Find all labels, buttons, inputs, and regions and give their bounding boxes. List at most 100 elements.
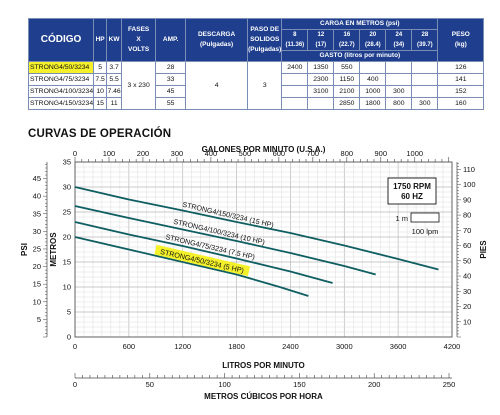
flow-cell: 800 <box>385 97 413 110</box>
scale-box <box>410 212 440 223</box>
flow-cell: 1150 <box>333 73 361 86</box>
header-peso-line2: (kg) <box>454 41 467 48</box>
model-code: STRONG4/75/3234 <box>27 73 95 86</box>
hp-cell: 7.5 <box>93 73 108 86</box>
meters-tick-label: 5 <box>67 308 71 317</box>
m3h-tick-label: 150 <box>293 380 306 389</box>
flow-cell: 3100 <box>307 85 335 98</box>
pies-tick-label: 100 <box>463 180 476 189</box>
header-fases-line1: FASES <box>127 26 150 33</box>
psi-axis-label: PSI <box>20 243 29 256</box>
performance-curve-3 <box>74 236 309 297</box>
flow-cell <box>359 61 387 74</box>
specifications-table: CÓDIGO HP KW FASES X VOLTS AMP. DESCARGA… <box>27 18 485 110</box>
meters-tick-label: 20 <box>63 233 71 242</box>
head-col-psi: (34) <box>393 42 405 48</box>
meters-tick-label: 35 <box>63 158 71 167</box>
x-tick-label: 1200 <box>174 342 191 351</box>
header-paso-line1: PASO DE <box>250 26 280 33</box>
header-amp: AMP. <box>155 18 187 62</box>
psi-tick-label: 10 <box>33 297 41 306</box>
head-col-psi: (11.36) <box>285 42 305 48</box>
meters-tick-label: 10 <box>63 283 71 292</box>
header-paso-line3: (Pulgadas) <box>248 46 282 53</box>
pies-tick-label: 40 <box>463 272 471 281</box>
x-tick-label: 3600 <box>390 342 407 351</box>
pies-tick-label: 70 <box>463 226 471 235</box>
table-row: STRONG4/50/3234 5 3.7 3 x 230 28 4 3 240… <box>27 61 485 110</box>
meters-tick-label: 15 <box>63 258 71 267</box>
meters-tick-label: 0 <box>67 333 71 342</box>
psi-tick-label: 45 <box>33 174 41 183</box>
m3h-tick-label: 200 <box>368 380 381 389</box>
gpm-tick-label: 900 <box>375 149 388 158</box>
gpm-tick-label: 500 <box>239 149 252 158</box>
head-col-28: 28 (39.7) <box>411 29 439 51</box>
psi-tick-label: 5 <box>37 315 41 324</box>
performance-curve-0 <box>74 186 439 271</box>
amp-cell: 55 <box>155 97 187 110</box>
meters-tick-label: 30 <box>63 183 71 192</box>
head-col-psi: (17) <box>315 42 327 48</box>
plot-frame <box>74 161 453 338</box>
header-paso: PASO DE SOLIDOS (Pulgadas) <box>247 18 283 62</box>
gpm-tick-label: 1000 <box>406 149 423 158</box>
flow-cell <box>307 97 335 110</box>
head-col-20: 20 (28.4) <box>359 29 387 51</box>
peso-cell: 160 <box>437 97 485 110</box>
pies-tick-label: 50 <box>463 256 471 265</box>
header-paso-line2: SOLIDOS <box>250 36 280 43</box>
gpm-tick-label: 300 <box>171 149 184 158</box>
speed-box-hz: 60 HZ <box>401 192 423 201</box>
pies-tick-label: 90 <box>463 195 471 204</box>
flow-cell: 300 <box>411 97 439 110</box>
model-code: STRONG4/50/3234 <box>27 61 95 74</box>
flow-cell <box>411 73 439 86</box>
speed-box <box>387 177 437 205</box>
pies-tick-label: 80 <box>463 211 471 220</box>
pies-tick-label: 10 <box>463 317 471 326</box>
gpm-tick-label: 100 <box>103 149 116 158</box>
header-peso-line1: PESO <box>451 31 470 38</box>
x-tick-label: 2400 <box>282 342 299 351</box>
meters-axis-label: METROS <box>49 232 58 267</box>
pies-tick-label: 110 <box>463 165 475 174</box>
descarga-cell: 4 <box>185 61 249 110</box>
header-codigo: CÓDIGO <box>27 18 95 62</box>
gpm-tick-label: 600 <box>273 149 286 158</box>
peso-cell: 152 <box>437 85 485 98</box>
m3h-tick-label: 50 <box>146 380 154 389</box>
section-title: CURVAS DE OPERACIÓN <box>28 128 172 140</box>
peso-cell: 126 <box>437 61 485 74</box>
pies-axis-label: PIES <box>479 240 488 259</box>
header-descarga: DESCARGA (Pulgadas) <box>185 18 249 62</box>
scale-box-lpm-label: 100 lpm <box>412 227 439 236</box>
psi-tick-label: 30 <box>33 227 41 236</box>
x-tick-label: 0 <box>73 342 77 351</box>
header-descarga-line2: (Pulgadas) <box>199 41 234 48</box>
gpm-tick-label: 800 <box>341 149 354 158</box>
kw-cell: 11 <box>106 97 123 110</box>
flow-cell: 2400 <box>281 61 309 74</box>
head-col-psi: (39.7) <box>416 42 433 48</box>
x-tick-label: 4200 <box>444 342 461 351</box>
gpm-axis-label: GALONES POR MINUTO (U.S.A.) <box>202 145 326 154</box>
gpm-tick-label: 0 <box>73 149 77 158</box>
flow-cell: 1800 <box>359 97 387 110</box>
pies-tick-label: 60 <box>463 241 471 250</box>
flow-cell: 2850 <box>333 97 361 110</box>
curve-label-highlight <box>154 244 251 277</box>
head-col-meters: 24 <box>395 32 403 38</box>
head-col-12: 12 (17) <box>307 29 335 51</box>
gpm-tick-label: 200 <box>137 149 150 158</box>
psi-tick-label: 20 <box>33 262 41 271</box>
head-col-meters: 8 <box>293 32 297 38</box>
x-tick-label: 1800 <box>228 342 245 351</box>
table-row: STRONG4/75/3234 7.5 5.5 33 2300 1150 400… <box>27 73 485 86</box>
model-code: STRONG4/150/3234 <box>27 97 95 110</box>
x-tick-label: 600 <box>123 342 136 351</box>
m3h-tick-label: 0 <box>73 380 77 389</box>
meters-tick-label: 25 <box>63 208 71 217</box>
table-row: STRONG4/150/3234 15 11 55 2850 1800 800 … <box>27 97 485 110</box>
